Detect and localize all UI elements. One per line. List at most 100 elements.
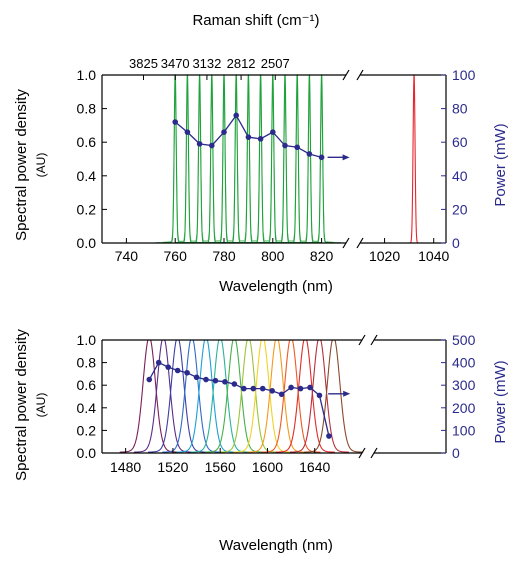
bottom-left-tick-label: 0.0 — [77, 445, 97, 461]
bottom-right-y-label: Power (mW) — [492, 360, 509, 443]
power-point — [172, 119, 178, 125]
power-arrow-head — [343, 390, 351, 397]
power-point — [306, 151, 313, 157]
top-x-tick-label: 1040 — [418, 248, 449, 264]
power-point — [318, 154, 325, 161]
power-point — [245, 134, 252, 140]
top-right-tick-label: 100 — [452, 67, 476, 83]
bottom-left-tick-label: 0.8 — [77, 355, 97, 371]
bottom-x-tick-label: 1640 — [299, 459, 330, 475]
power-point — [241, 385, 247, 392]
power-point — [155, 359, 162, 366]
spectrum-floor — [155, 74, 342, 243]
axis-break-mark — [356, 69, 364, 81]
top-right-tick-label: 80 — [452, 101, 468, 117]
bottom-y-label: Spectral power density — [13, 329, 30, 481]
top-right-tick-label: 20 — [452, 201, 468, 217]
power-point — [326, 433, 332, 439]
top-x-tick-label: 760 — [164, 248, 188, 264]
bottom-left-tick-label: 0.2 — [77, 422, 97, 438]
bottom-axes-frame — [101, 334, 447, 459]
top-right-tick-label: 0 — [452, 235, 460, 251]
power-point — [165, 364, 171, 370]
top-raman-tick-label: 2507 — [261, 56, 290, 71]
top-right-tick-label: 40 — [452, 168, 468, 184]
top-raman-tick-label: 2812 — [227, 56, 256, 71]
power-point — [259, 385, 266, 392]
bottom-y-unit-label: (AU) — [34, 393, 48, 418]
top-left-tick-label: 0.8 — [77, 101, 97, 117]
panel-bottom: Spectral power density (AU) Power (mW) W… — [13, 329, 509, 554]
power-point — [193, 374, 200, 381]
panel-top: Raman shift (cm⁻¹) Spectral power densit… — [13, 12, 509, 295]
bottom-x-label: Wavelength (nm) — [219, 537, 333, 554]
power-point — [203, 376, 209, 383]
top-left-tick-label: 0.0 — [77, 235, 97, 251]
top-left-tick-label: 0.6 — [77, 134, 97, 150]
bottom-right-tick-label: 300 — [452, 377, 476, 393]
power-point — [307, 384, 313, 391]
axis-break-mark — [370, 334, 378, 346]
top-right-y-label: Power (mW) — [492, 123, 509, 206]
power-point — [222, 379, 228, 385]
top-left-tick-label: 0.4 — [77, 168, 97, 184]
top-y-unit-label: (AU) — [34, 153, 48, 178]
top-x-tick-label: 780 — [212, 248, 236, 264]
power-point — [174, 367, 181, 374]
power-point — [270, 129, 276, 135]
power-point — [278, 391, 285, 398]
bottom-x-tick-label: 1600 — [252, 459, 283, 475]
power-point — [184, 129, 191, 135]
power-point — [196, 141, 203, 147]
top-power-series — [172, 112, 350, 161]
top-right-tick-label: 60 — [452, 134, 468, 150]
bottom-x-tick-label: 1560 — [205, 459, 236, 475]
power-point — [294, 144, 301, 151]
power-point — [297, 385, 304, 392]
power-point — [231, 381, 238, 387]
power-point — [221, 129, 227, 135]
bottom-right-tick-label: 200 — [452, 400, 476, 416]
axis-break-mark — [370, 447, 378, 459]
axis-break-mark — [358, 447, 366, 459]
top-left-tick-label: 0.2 — [77, 201, 97, 217]
power-point — [282, 142, 288, 149]
top-axis-title: Raman shift (cm⁻¹) — [192, 12, 319, 29]
bottom-left-tick-label: 0.6 — [77, 377, 97, 393]
top-spectra — [155, 73, 424, 244]
bottom-right-tick-label: 500 — [452, 332, 476, 348]
bottom-right-tick-label: 100 — [452, 422, 476, 438]
power-point — [250, 385, 257, 392]
bottom-x-tick-label: 1480 — [110, 459, 141, 475]
axis-break-mark — [356, 237, 364, 249]
power-point — [209, 142, 215, 149]
top-raman-tick-label: 3470 — [161, 56, 190, 71]
top-x-label: Wavelength (nm) — [219, 278, 333, 295]
bottom-right-tick-label: 400 — [452, 355, 476, 371]
bottom-right-tick-label: 0 — [452, 445, 460, 461]
power-point — [184, 369, 190, 376]
axis-break-mark — [342, 237, 350, 249]
reference-peak — [404, 74, 424, 244]
bottom-left-tick-label: 0.4 — [77, 400, 97, 416]
power-point — [146, 376, 153, 383]
power-point — [233, 112, 239, 119]
power-point — [257, 136, 264, 142]
bottom-x-tick-label: 1520 — [157, 459, 188, 475]
top-y-label: Spectral power density — [13, 89, 30, 241]
power-arrow-head — [342, 154, 350, 161]
power-point — [212, 377, 219, 384]
top-left-tick-label: 1.0 — [77, 67, 97, 83]
top-x-tick-label: 740 — [115, 248, 139, 264]
axis-break-mark — [358, 334, 366, 346]
top-raman-tick-label: 3825 — [129, 56, 158, 71]
top-x-tick-label: 800 — [261, 248, 285, 264]
bottom-power-series — [146, 359, 351, 439]
power-point — [269, 388, 275, 394]
top-raman-tick-label: 3132 — [192, 56, 221, 71]
axis-break-mark — [342, 69, 350, 81]
top-x-tick-label: 1020 — [369, 248, 400, 264]
bottom-left-tick-label: 1.0 — [77, 332, 97, 348]
